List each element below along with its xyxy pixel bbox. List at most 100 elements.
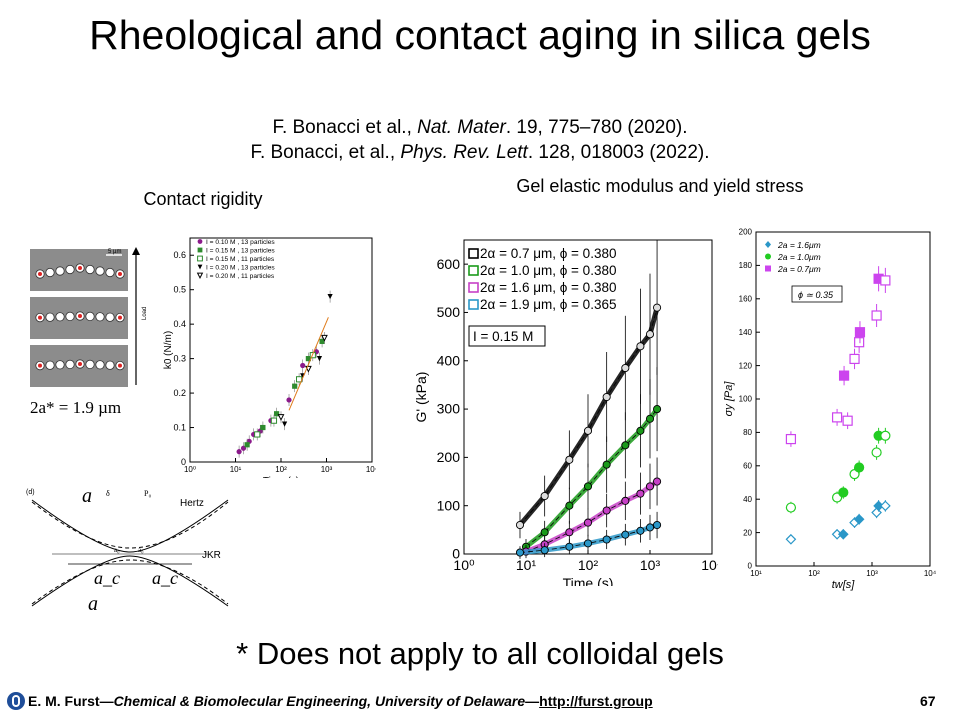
series-trace — [517, 522, 660, 556]
legend-marker — [765, 253, 771, 260]
data-point — [871, 447, 882, 458]
y-tick-label: 0 — [452, 546, 460, 562]
data-point — [602, 460, 611, 469]
yield-stress-chart: 10¹ 10² 10³ 10⁴ 0 20 40 60 80 100 120 140 160 180 200 t… — [718, 222, 937, 608]
data-point — [270, 417, 278, 424]
legend-entry: I = 0.20 M , 13 particles — [206, 265, 275, 272]
y-tick-label: 0.4 — [173, 319, 186, 329]
slide-title: Rheological and contact aging in silica … — [89, 12, 871, 58]
bead — [65, 359, 75, 370]
legend-entry: 2a = 1.0μm — [777, 252, 821, 262]
data-point — [653, 303, 662, 312]
y-tick-label: 140 — [739, 328, 753, 337]
data-point — [321, 334, 328, 342]
data-point — [785, 433, 797, 445]
data-point — [636, 426, 645, 435]
data-point — [842, 415, 853, 426]
legend-marker — [765, 241, 771, 248]
data-point — [785, 502, 797, 513]
volume-fraction-annotation: ϕ ≃ 0.35 — [798, 290, 834, 300]
x-tick-label: 10¹ — [750, 569, 762, 578]
data-point — [565, 542, 574, 551]
university-logo — [7, 692, 25, 710]
data-point — [583, 426, 593, 435]
bead — [105, 360, 115, 370]
y-tick-label: 100 — [437, 497, 461, 513]
data-point — [277, 414, 285, 421]
legend-marker — [765, 265, 771, 272]
bead — [85, 359, 95, 370]
data-point — [645, 414, 655, 423]
data-point — [282, 421, 288, 427]
data-point — [636, 526, 645, 535]
data-point — [197, 239, 203, 244]
data-point — [849, 353, 860, 365]
data-point — [260, 424, 266, 431]
hertz-label: Hertz — [180, 498, 204, 509]
y-tick-label: 0.2 — [173, 388, 186, 398]
data-point — [254, 431, 261, 438]
legend-entry: 2a = 1.6μm — [777, 240, 821, 250]
data-point — [621, 496, 630, 505]
y-axis-label: G' (kPa) — [413, 372, 429, 423]
y-axis-label: σy [Pa] — [723, 381, 735, 417]
loaded-bead-marker — [78, 266, 82, 270]
data-point — [565, 501, 574, 510]
loaded-bead-marker — [118, 315, 122, 320]
x-tick-label: 10⁴ — [701, 557, 718, 573]
data-point — [880, 275, 891, 286]
x-axis-label: tw[s] — [832, 579, 856, 591]
page-number: 67 — [920, 693, 936, 709]
data-point — [645, 482, 655, 491]
y-axis-label: k0 (N/m) — [163, 331, 174, 369]
p0-label: P₀ — [144, 489, 151, 498]
legend-marker — [468, 282, 479, 293]
load-label: Load — [142, 307, 148, 320]
micrograph-panel: Load 5 µm — [28, 245, 160, 395]
data-point — [300, 362, 306, 369]
y-tick-label: 100 — [739, 395, 753, 404]
bead — [85, 264, 95, 275]
bead — [45, 312, 55, 322]
data-point — [515, 548, 525, 557]
legend-entry: 2α = 1.0 μm, ϕ = 0.380 — [480, 263, 616, 278]
x-tick-label: 10² — [578, 557, 599, 573]
data-point — [645, 523, 655, 532]
data-point — [871, 310, 882, 321]
data-point — [319, 338, 325, 344]
radius-label-top: a — [82, 485, 92, 507]
plot-frame — [755, 231, 931, 567]
data-point — [838, 370, 850, 381]
data-point — [880, 500, 891, 512]
y-tick-label: 200 — [437, 449, 461, 465]
data-point — [327, 293, 333, 300]
ionic-strength-annotation: I = 0.15 M — [473, 329, 533, 344]
y-tick-label: 60 — [743, 461, 752, 470]
data-point — [645, 330, 655, 339]
bead — [45, 267, 55, 278]
jkr-label: JKR — [202, 550, 221, 561]
x-tick-label: 10¹ — [230, 465, 242, 474]
loaded-bead-marker — [78, 362, 82, 366]
x-tick-label: 10² — [808, 569, 820, 578]
x-tick-label: 10² — [275, 465, 287, 474]
data-point — [621, 441, 630, 450]
reference-1: F. Bonacci et al., Nat. Mater. 19, 775–7… — [272, 117, 688, 138]
reference-2: F. Bonacci, et al., Phys. Rev. Lett. 128… — [250, 142, 710, 163]
y-tick-label: 40 — [743, 495, 752, 504]
data-point — [621, 363, 630, 373]
loaded-bead-marker — [78, 314, 82, 318]
loaded-bead-marker — [118, 363, 122, 368]
y-tick-label: 120 — [739, 361, 753, 370]
data-point — [831, 412, 843, 423]
data-point — [602, 506, 611, 515]
footer-link[interactable]: http://furst.group — [539, 693, 653, 709]
bead — [95, 360, 105, 370]
annotation-box — [791, 285, 843, 303]
footnote: * Does not apply to all colloidal gels — [236, 636, 724, 671]
data-point — [273, 411, 280, 417]
legend-entry: 2a = 0.7μm — [777, 264, 821, 274]
x-tick-label: 10⁰ — [453, 557, 475, 573]
data-point — [636, 342, 645, 351]
data-point — [854, 462, 865, 473]
